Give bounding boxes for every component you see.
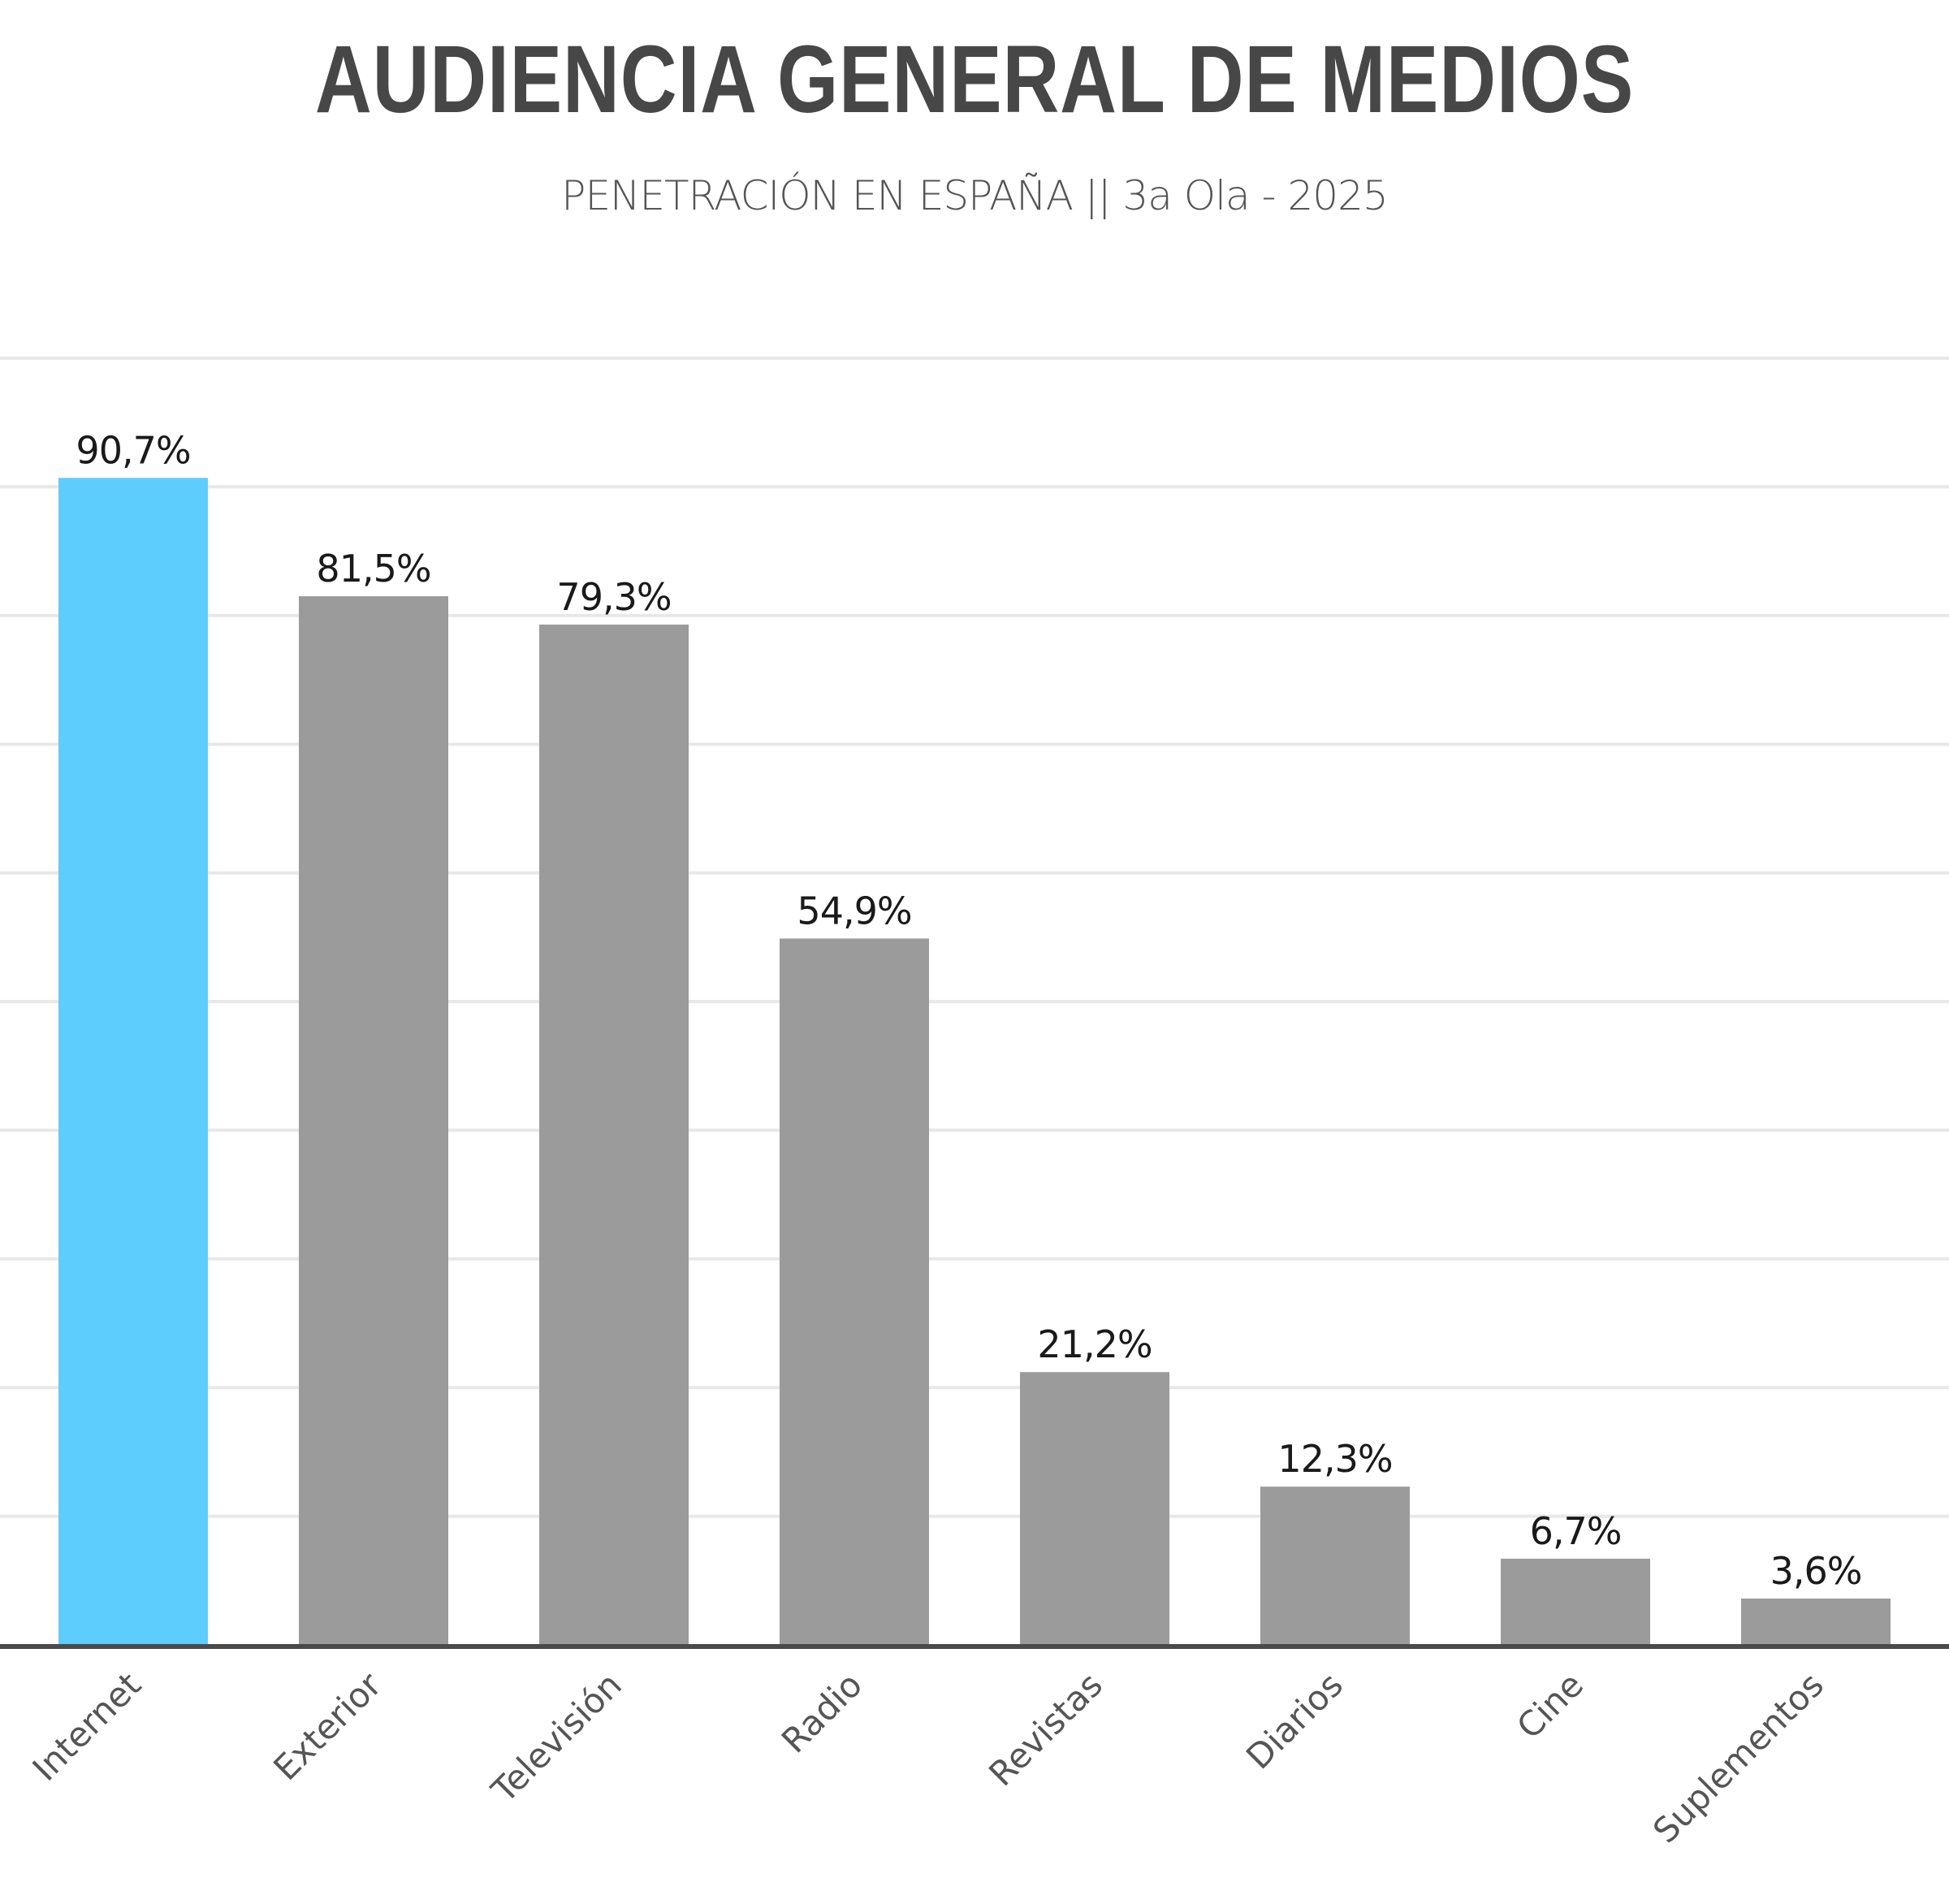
category-label: Revistas [981,1664,1110,1794]
bars [58,478,1891,1646]
bar-exterior [299,596,448,1645]
value-label: 79,3% [556,575,671,619]
category-label: Suplementos [1645,1664,1831,1850]
bar-diarios [1260,1486,1410,1645]
category-label: Radio [774,1664,870,1760]
gridlines [0,357,1949,1518]
category-label: Diarios [1238,1664,1350,1776]
chart-subtitle: PENETRACIÓN EN ESPAÑA || 3a Ola - 2025 [561,172,1388,219]
value-label: 21,2% [1037,1322,1152,1366]
value-label: 54,9% [797,889,911,933]
category-label: Cine [1509,1664,1591,1746]
bar-internet [58,478,208,1645]
category-label: Televisión [483,1664,629,1811]
bar-suplementos [1741,1598,1891,1645]
value-label: 3,6% [1770,1549,1862,1593]
value-label: 81,5% [316,547,430,591]
category-label: Internet [24,1664,149,1789]
value-label: 90,7% [76,428,190,472]
value-label: 6,7% [1530,1509,1622,1553]
bar-radio [780,938,929,1645]
category-labels: Internet Exterior Televisión Radio Revistas D… [24,1664,1831,1851]
chart-title: AUDIENCIA GENERAL DE MEDIOS [314,26,1635,133]
category-label: Exterior [266,1664,389,1788]
bar-televisión [539,624,689,1646]
bar-revistas [1020,1372,1169,1645]
value-label: 12,3% [1277,1437,1392,1481]
bar-cine [1501,1558,1650,1645]
value-labels: 90,7% 81,5% 79,3% 54,9% 21,2% 12,3% 6,7% 3,6% [76,428,1862,1593]
